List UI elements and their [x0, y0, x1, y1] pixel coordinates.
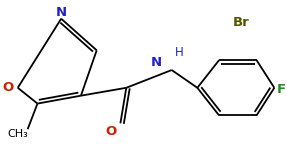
Text: O: O: [105, 125, 116, 138]
Text: H: H: [175, 46, 183, 59]
Text: O: O: [2, 81, 13, 94]
Text: Br: Br: [233, 16, 249, 29]
Text: CH₃: CH₃: [7, 129, 28, 139]
Text: F: F: [276, 83, 285, 96]
Text: N: N: [151, 56, 162, 69]
Text: N: N: [55, 6, 67, 19]
